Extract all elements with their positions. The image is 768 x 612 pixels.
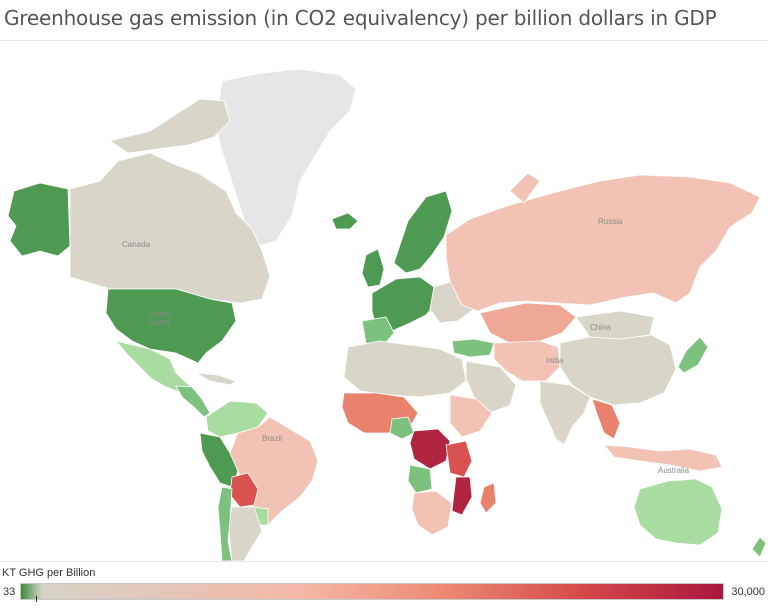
world-map[interactable]: Canada United States Russia China India … bbox=[0, 40, 768, 562]
country-central-america[interactable] bbox=[175, 385, 211, 418]
country-kazakhstan[interactable] bbox=[479, 302, 577, 344]
country-indonesia[interactable] bbox=[603, 444, 723, 472]
label-china: China bbox=[590, 323, 611, 332]
country-alaska[interactable] bbox=[7, 182, 71, 257]
country-china[interactable] bbox=[559, 334, 677, 406]
country-new-zealand[interactable] bbox=[751, 536, 767, 558]
label-russia: Russia bbox=[598, 217, 623, 226]
legend-max-value: 30,000 bbox=[731, 586, 765, 598]
country-russia[interactable] bbox=[445, 174, 761, 312]
legend-min-value: 33 bbox=[3, 586, 16, 598]
country-arabia[interactable] bbox=[465, 360, 517, 414]
label-usa-line2: States bbox=[148, 318, 171, 327]
label-brazil: Brazil bbox=[262, 434, 282, 443]
legend-color-bar[interactable] bbox=[20, 583, 724, 600]
country-uk[interactable] bbox=[361, 248, 385, 288]
country-scandinavia[interactable] bbox=[393, 190, 453, 274]
country-nigeria[interactable] bbox=[389, 416, 415, 440]
country-mongolia[interactable] bbox=[575, 310, 655, 340]
country-united-states[interactable] bbox=[105, 288, 237, 364]
label-india: India bbox=[546, 356, 564, 365]
map-svg[interactable]: Canada United States Russia China India … bbox=[0, 41, 768, 561]
country-canada-arctic[interactable] bbox=[109, 98, 231, 154]
country-greenland[interactable] bbox=[215, 68, 357, 247]
label-canada: Canada bbox=[122, 240, 151, 249]
country-russia-islands[interactable] bbox=[509, 172, 541, 204]
label-usa-line1: United bbox=[148, 310, 171, 319]
country-mozambique[interactable] bbox=[451, 476, 473, 516]
country-argentina[interactable] bbox=[227, 506, 263, 561]
country-central-asia[interactable] bbox=[493, 340, 561, 382]
country-australia[interactable] bbox=[633, 478, 723, 546]
country-caribbean[interactable] bbox=[195, 372, 237, 386]
country-north-africa[interactable] bbox=[343, 340, 467, 398]
country-japan[interactable] bbox=[677, 336, 709, 374]
country-south-africa[interactable] bbox=[411, 490, 453, 536]
country-congo[interactable] bbox=[409, 428, 451, 470]
label-australia: Australia bbox=[658, 466, 690, 475]
country-angola[interactable] bbox=[407, 464, 433, 494]
country-iceland[interactable] bbox=[331, 212, 359, 230]
country-tanzania[interactable] bbox=[445, 440, 473, 478]
country-southeast-asia[interactable] bbox=[591, 398, 621, 440]
legend-tick bbox=[36, 596, 37, 602]
country-iberia[interactable] bbox=[361, 316, 395, 348]
country-chile[interactable] bbox=[217, 486, 233, 561]
country-madagascar[interactable] bbox=[479, 482, 497, 514]
chart-title: Greenhouse gas emission (in CO2 equivale… bbox=[4, 6, 717, 30]
country-turkey[interactable] bbox=[451, 338, 495, 358]
country-east-africa[interactable] bbox=[449, 394, 493, 438]
legend-title: KT GHG per Billion bbox=[2, 567, 96, 579]
country-india[interactable] bbox=[539, 380, 591, 446]
